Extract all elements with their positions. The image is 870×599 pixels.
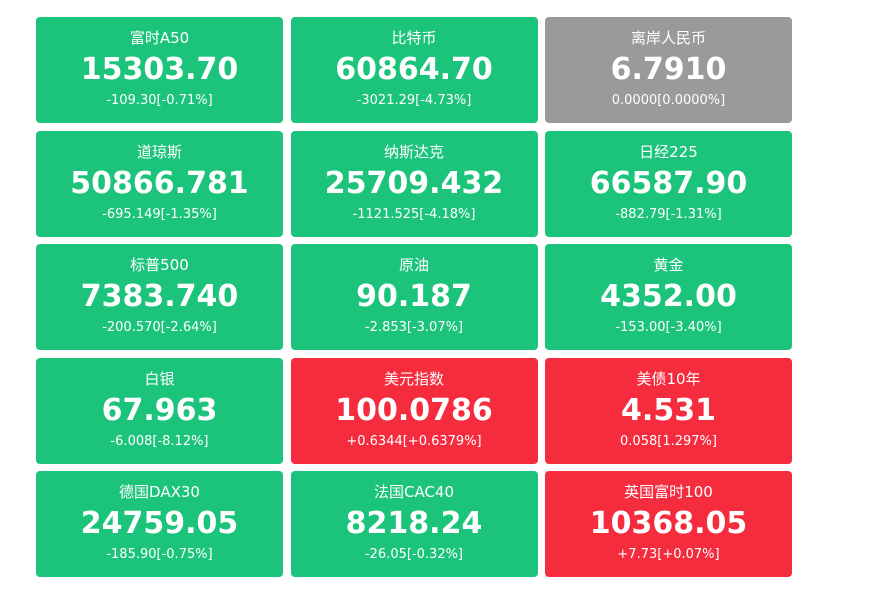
quote-name: 德国DAX30 — [119, 483, 200, 501]
quote-change: -1121.525[-4.18%] — [352, 206, 476, 222]
quote-name: 白银 — [144, 369, 175, 388]
quote-change: -695.149[-1.35%] — [102, 206, 217, 222]
quote-change: 0.0000[0.0000%] — [611, 93, 726, 108]
quote-name: 日经225 — [639, 142, 698, 161]
quote-change: -185.90[-0.75%] — [106, 547, 213, 562]
quote-price: 90.187 — [356, 279, 472, 314]
quote-tile-ftse-china-a50[interactable]: 富时A50 15303.70 -109.30[-0.71%] — [36, 17, 283, 123]
quote-change: -26.05[-0.32%] — [364, 547, 464, 562]
quote-change: 0.058[1.297%] — [620, 433, 717, 449]
quote-change: -200.570[-2.64%] — [102, 320, 217, 335]
quote-change: -882.79[-1.31%] — [615, 206, 722, 222]
quote-tile-gold[interactable]: 黄金 4352.00 -153.00[-3.40%] — [545, 244, 792, 350]
quote-name: 英国富时100 — [624, 483, 713, 501]
quote-tile-dax30[interactable]: 德国DAX30 24759.05 -185.90[-0.75%] — [36, 471, 283, 577]
quote-price: 8218.24 — [345, 506, 483, 541]
quote-name: 纳斯达克 — [383, 142, 444, 161]
quote-price: 6.7910 — [610, 52, 727, 87]
quote-name: 比特币 — [391, 29, 437, 47]
quote-price: 66587.90 — [589, 165, 748, 201]
quote-price: 10368.05 — [589, 506, 748, 541]
quote-tile-dow-jones[interactable]: 道琼斯 50866.781 -695.149[-1.35%] — [36, 130, 283, 237]
quote-name: 离岸人民币 — [630, 29, 706, 47]
quote-price: 50866.781 — [70, 165, 249, 201]
quote-name: 道琼斯 — [136, 142, 182, 161]
quote-name: 法国CAC40 — [373, 483, 455, 501]
quote-tile-ftse-100[interactable]: 英国富时100 10368.05 +7.73[+0.07%] — [545, 471, 792, 577]
quote-tile-dollar-index[interactable]: 美元指数 100.0786 +0.6344[+0.6379%] — [290, 357, 538, 464]
quote-tile-cac40[interactable]: 法国CAC40 8218.24 -26.05[-0.32%] — [290, 471, 538, 577]
quote-name: 美债10年 — [636, 369, 701, 388]
quote-price: 100.0786 — [335, 392, 493, 428]
quote-tile-nikkei-225[interactable]: 日经225 66587.90 -882.79[-1.31%] — [545, 130, 792, 237]
quote-change: +0.6344[+0.6379%] — [346, 433, 482, 449]
quote-price: 24759.05 — [80, 506, 239, 541]
quote-tile-us-10y-treasury[interactable]: 美债10年 4.531 0.058[1.297%] — [545, 357, 792, 464]
quote-name: 富时A50 — [129, 29, 190, 47]
quote-change: -3021.29[-4.73%] — [356, 93, 472, 108]
quote-price: 4352.00 — [600, 279, 737, 314]
quote-tile-silver[interactable]: 白银 67.963 -6.008[-8.12%] — [36, 357, 283, 464]
quote-tile-crude-oil[interactable]: 原油 90.187 -2.853[-3.07%] — [290, 244, 538, 350]
quote-price: 7383.740 — [80, 279, 239, 314]
quote-change: -153.00[-3.40%] — [615, 320, 722, 335]
quote-name: 美元指数 — [383, 369, 444, 388]
quote-price: 67.963 — [101, 392, 218, 428]
quote-name: 原油 — [398, 256, 429, 274]
quote-name: 黄金 — [653, 256, 684, 274]
quote-tile-offshore-cny[interactable]: 离岸人民币 6.7910 0.0000[0.0000%] — [545, 17, 792, 123]
quote-tile-bitcoin[interactable]: 比特币 60864.70 -3021.29[-4.73%] — [290, 17, 538, 123]
quote-price: 25709.432 — [324, 165, 504, 201]
market-quote-grid: 富时A50 15303.70 -109.30[-0.71%] 比特币 60864… — [36, 17, 792, 577]
quote-change: -109.30[-0.71%] — [106, 93, 213, 108]
quote-price: 60864.70 — [335, 52, 493, 87]
quote-price: 15303.70 — [80, 52, 239, 87]
quote-tile-sp-500[interactable]: 标普500 7383.740 -200.570[-2.64%] — [36, 244, 283, 350]
quote-price: 4.531 — [621, 392, 716, 428]
quote-change: -2.853[-3.07%] — [364, 320, 464, 335]
quote-change: -6.008[-8.12%] — [110, 433, 209, 449]
quote-tile-nasdaq[interactable]: 纳斯达克 25709.432 -1121.525[-4.18%] — [290, 130, 538, 237]
quote-name: 标普500 — [130, 256, 189, 274]
quote-change: +7.73[+0.07%] — [617, 547, 720, 562]
